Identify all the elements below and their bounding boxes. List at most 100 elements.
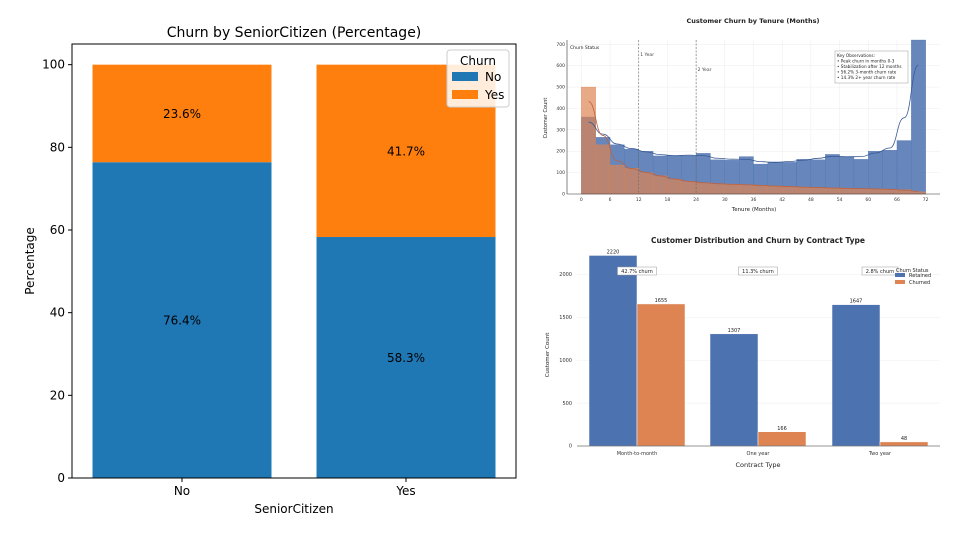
- chart3-churn-rate-labels: 42.7% churn 11.3% churn 2.8% churn: [617, 266, 899, 276]
- chart2-observation-line: • 14.3% 2+ year churn rate: [837, 75, 896, 80]
- chart1-data-label: 23.6%: [163, 107, 201, 121]
- chart3-title: Customer Distribution and Churn by Contr…: [651, 236, 865, 245]
- chart3-bars: [588, 255, 929, 447]
- chart1-y-tick-label: 60: [50, 223, 65, 237]
- chart1-title: Churn by SeniorCitizen (Percentage): [167, 25, 422, 41]
- chart2-x-tick-label: 42: [779, 197, 785, 203]
- chart2-x-tick-label: 30: [722, 197, 728, 203]
- tenure-histogram-chart: Customer Churn by Tenure (Months) 1 Year…: [543, 17, 940, 213]
- chart3-y-tick-label: 500: [562, 401, 572, 407]
- chart3-y-ticks: 0 500 1000 1500 2000: [559, 272, 572, 450]
- chart2-bin-churned: [681, 181, 697, 195]
- chart2-x-ticks: 0 6 12 18 24 30 36 42 48 54 60 66 72: [580, 197, 929, 203]
- chart1-legend-label: No: [485, 70, 501, 84]
- chart2-observations-box: Key Observations: • Peak churn in months…: [834, 50, 909, 84]
- chart3-y-tick-label: 1000: [559, 358, 572, 364]
- chart2-bin-churned: [853, 188, 869, 195]
- chart2-y-axis-label: Customer Count: [543, 98, 549, 139]
- chart3-churn-rate-label: 11.3% churn: [742, 269, 774, 275]
- contract-type-chart: Customer Distribution and Churn by Contr…: [545, 236, 940, 469]
- chart3-data-label: 166: [777, 426, 787, 432]
- chart3-legend-label: Churned: [909, 280, 930, 286]
- chart1-plot-frame: [71, 43, 517, 479]
- chart2-bin-churned: [652, 175, 668, 195]
- chart2-bin-churned: [595, 144, 611, 195]
- chart2-observations-title: Key Observations:: [837, 53, 875, 58]
- chart3-bar-retained: [831, 304, 881, 447]
- chart2-legend-title: Churn Status: [570, 45, 600, 51]
- chart2-bin-churned: [581, 86, 596, 195]
- chart2-bin-churned: [782, 186, 797, 195]
- chart2-y-tick-label: 300: [556, 127, 565, 133]
- chart2-bin-churned: [796, 187, 812, 195]
- chart3-churn-rate-box: [738, 266, 778, 276]
- chart2-bin-churned: [839, 188, 855, 195]
- chart3-y-axis-label: Customer Count: [545, 332, 551, 378]
- chart2-bin-churned: [724, 184, 740, 195]
- chart2-bin-churned: [753, 185, 768, 195]
- chart2-y-tick-label: 500: [556, 85, 565, 91]
- chart3-bar-retained: [709, 333, 759, 447]
- chart2-density-curves: [588, 64, 919, 192]
- chart1-y-tick-label: 0: [57, 471, 65, 485]
- chart1-bars: [92, 64, 496, 479]
- chart2-x-tick-label: 66: [894, 197, 900, 203]
- chart2-bin-churned: [810, 187, 826, 195]
- chart3-churn-rate-label: 42.7% churn: [621, 269, 653, 275]
- chart1-legend-swatch: [452, 90, 478, 99]
- chart3-y-tick-label: 1500: [559, 315, 572, 321]
- chart2-observation-line: • Stabilization after 12 months: [837, 64, 902, 69]
- chart2-x-tick-label: 12: [636, 197, 642, 203]
- chart3-x-ticks: Month-to-month One year Two year: [617, 451, 892, 457]
- chart3-x-axis-label: Contract Type: [736, 461, 781, 469]
- chart3-x-tick-label: Two year: [868, 451, 892, 457]
- senior-citizen-chart: Churn by SeniorCitizen (Percentage) 76.4…: [23, 25, 517, 516]
- chart1-x-ticks: No Yes: [174, 478, 416, 498]
- chart2-reference-label: 1 Year: [640, 52, 654, 58]
- chart2-bin-churned: [638, 172, 654, 195]
- chart1-data-labels: 76.4% 23.6% 58.3% 41.7%: [163, 107, 425, 365]
- chart1-y-tick-label: 40: [50, 306, 65, 320]
- chart1-y-tick-label: 20: [50, 388, 65, 402]
- chart3-bar-churned: [879, 441, 929, 447]
- chart3-churn-rate-box: [617, 266, 657, 276]
- chart3-data-label: 2220: [607, 249, 620, 255]
- chart3-data-label: 1655: [655, 298, 668, 304]
- chart2-bin-churned: [624, 168, 639, 195]
- chart2-x-tick-label: 36: [751, 197, 757, 203]
- chart1-x-axis-label: SeniorCitizen: [254, 502, 333, 516]
- chart2-x-tick-label: 60: [865, 197, 871, 203]
- chart1-bar-no: [92, 162, 272, 479]
- chart2-bin-churned: [609, 164, 625, 195]
- chart2-observation-line: • 56.2% 3-month churn rate: [837, 70, 897, 75]
- chart3-bar-churned: [636, 303, 686, 447]
- chart2-y-tick-label: 200: [556, 149, 565, 155]
- chart2-x-tick-label: 54: [837, 197, 843, 203]
- chart3-y-tick-label: 0: [569, 444, 572, 450]
- chart3-legend-title: Churn Status: [896, 268, 929, 274]
- chart2-bin-churned: [739, 184, 754, 195]
- chart2-bars: [581, 39, 926, 195]
- chart1-data-label: 76.4%: [163, 314, 201, 328]
- chart1-y-tick-label: 80: [50, 140, 65, 154]
- chart2-y-tick-label: 600: [556, 63, 565, 69]
- chart1-y-axis-label: Percentage: [23, 227, 37, 295]
- chart2-bin-retained: [868, 151, 883, 195]
- chart2-x-tick-label: 24: [693, 197, 699, 203]
- chart1-legend-label: Yes: [484, 88, 504, 102]
- chart2-bin-churned: [767, 185, 783, 195]
- chart2-observations-frame: [834, 50, 909, 84]
- chart1-y-ticks: 0 20 40 60 80 100: [42, 58, 72, 485]
- chart2-bin-churned: [695, 182, 711, 195]
- chart2-bin-churned: [882, 189, 898, 195]
- chart3-churn-rate-label: 2.8% churn: [866, 269, 895, 275]
- chart2-x-tick-label: 72: [923, 197, 929, 203]
- chart3-data-label: 1307: [728, 328, 741, 334]
- chart2-bin-retained: [911, 39, 926, 195]
- chart2-bin-churned: [911, 191, 926, 195]
- chart2-bin-churned: [825, 187, 840, 195]
- chart3-legend-swatch: [895, 280, 905, 284]
- chart2-bin-churned: [868, 188, 883, 195]
